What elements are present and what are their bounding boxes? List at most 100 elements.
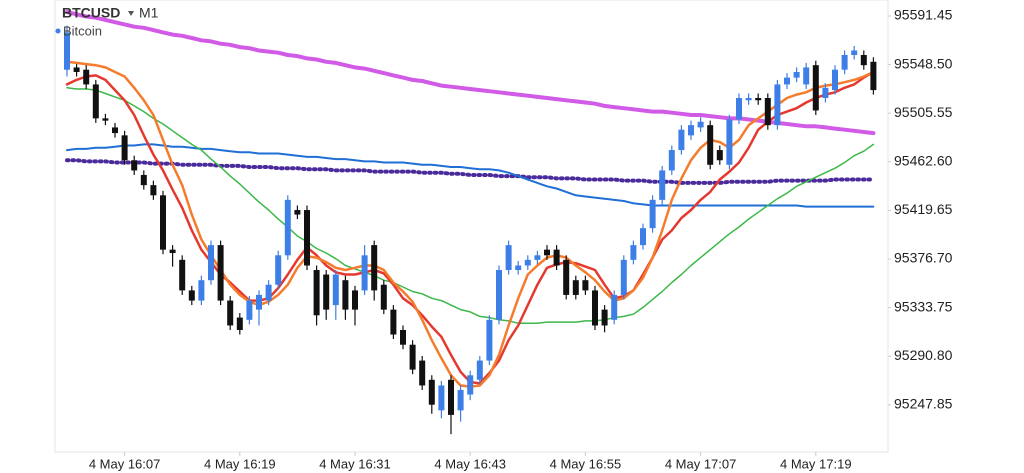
candle-body [304, 210, 310, 266]
y-tick-label: 95376.70 [894, 250, 953, 266]
candles [64, 25, 877, 435]
candle-body [457, 389, 464, 411]
candle-body [419, 360, 426, 386]
candle-body [611, 294, 618, 320]
candle-body [620, 259, 627, 295]
candle-body [400, 330, 406, 345]
candle-body [592, 290, 598, 326]
candle-body [726, 119, 733, 165]
candle-body [188, 290, 195, 301]
candle-body [524, 259, 531, 266]
candle-body [92, 84, 99, 119]
candle-body [755, 98, 762, 101]
candle-body [265, 284, 272, 301]
candle-body [217, 245, 224, 301]
candle-body [832, 69, 838, 91]
candle-body [870, 61, 877, 91]
candle-body [332, 274, 339, 306]
candle-body [803, 67, 810, 85]
candle-body [236, 317, 243, 331]
candle-body [361, 255, 368, 291]
candle-body [812, 65, 819, 111]
candle-body [275, 255, 282, 285]
y-tick-label: 95290.80 [894, 347, 953, 363]
x-tick-label: 4 May 16:43 [434, 456, 506, 471]
candle-body [438, 385, 445, 411]
candle-body [83, 69, 90, 85]
axes: 95591.45 95548.50 95505.55 95462.60 95419.65… [89, 7, 953, 472]
candle-body [448, 379, 454, 415]
x-tick-label: 4 May 16:31 [319, 456, 391, 471]
candle-body [121, 135, 128, 161]
x-tick-label: 4 May 17:07 [665, 456, 737, 471]
candle-body [73, 67, 80, 72]
y-tick-label: 95333.75 [894, 298, 953, 314]
candle-body [553, 249, 560, 266]
y-tick-label: 95548.50 [894, 55, 953, 71]
candle-body [678, 129, 685, 151]
candle-body [745, 98, 752, 101]
candle-body [793, 71, 800, 78]
legend-dot [55, 28, 61, 34]
instrument-name: Bitcoin [63, 23, 102, 38]
candle-body [534, 255, 541, 260]
candle-body [784, 77, 790, 85]
candle-body [428, 379, 435, 405]
candle-body [736, 98, 742, 120]
candle-body [630, 245, 637, 260]
candle-body [640, 228, 646, 246]
candle-body [707, 125, 714, 165]
candle-body [851, 50, 858, 56]
candle-body [256, 294, 262, 310]
candle-body [208, 245, 214, 281]
candle-body [112, 127, 118, 134]
candle-body [496, 270, 502, 320]
candle-body [467, 375, 474, 395]
candle-body [649, 199, 656, 229]
x-tick-label: 4 May 16:07 [89, 456, 161, 471]
candle-body [380, 284, 387, 310]
candle-body [572, 280, 579, 295]
candle-body [64, 32, 70, 70]
indicator-line [66, 143, 875, 208]
timeframe[interactable]: M1 [139, 5, 159, 21]
candle-body [601, 309, 608, 326]
candle-body [352, 290, 358, 310]
candle-body [476, 360, 483, 380]
y-tick-label: 95505.55 [894, 104, 953, 120]
candle-body [140, 174, 147, 186]
candle-body [169, 249, 176, 254]
candle-body [563, 259, 570, 295]
indicator-line [65, 158, 876, 185]
y-tick-label: 95591.45 [894, 7, 953, 23]
candle-body [764, 98, 771, 126]
candle-body [515, 265, 522, 271]
candle-body [342, 280, 349, 310]
x-tick-label: 4 May 16:19 [204, 456, 276, 471]
y-tick-label: 95462.60 [894, 153, 953, 169]
candle-body [390, 309, 397, 335]
candle-body [198, 280, 205, 301]
dropdown-caret[interactable] [128, 11, 134, 16]
candle-body [409, 344, 416, 370]
candle-body [131, 160, 138, 171]
candle-body [841, 55, 848, 70]
candle-body [774, 84, 781, 126]
candle-body [313, 270, 320, 316]
candle-body [179, 259, 186, 291]
x-tick-label: 4 May 17:19 [780, 456, 852, 471]
candle-body [582, 280, 589, 291]
candle-body [246, 300, 253, 320]
indicator-line [66, 87, 875, 324]
candle-body [227, 300, 234, 326]
y-tick-label: 95419.65 [894, 201, 953, 217]
candle-body [716, 150, 723, 161]
candle-body [505, 245, 512, 271]
candle-body [150, 185, 157, 196]
candle-body [371, 245, 378, 291]
symbol[interactable]: BTCUSD [62, 5, 120, 21]
candle-body [323, 274, 330, 310]
y-tick-label: 95247.85 [894, 396, 953, 412]
candle-body [668, 150, 675, 171]
